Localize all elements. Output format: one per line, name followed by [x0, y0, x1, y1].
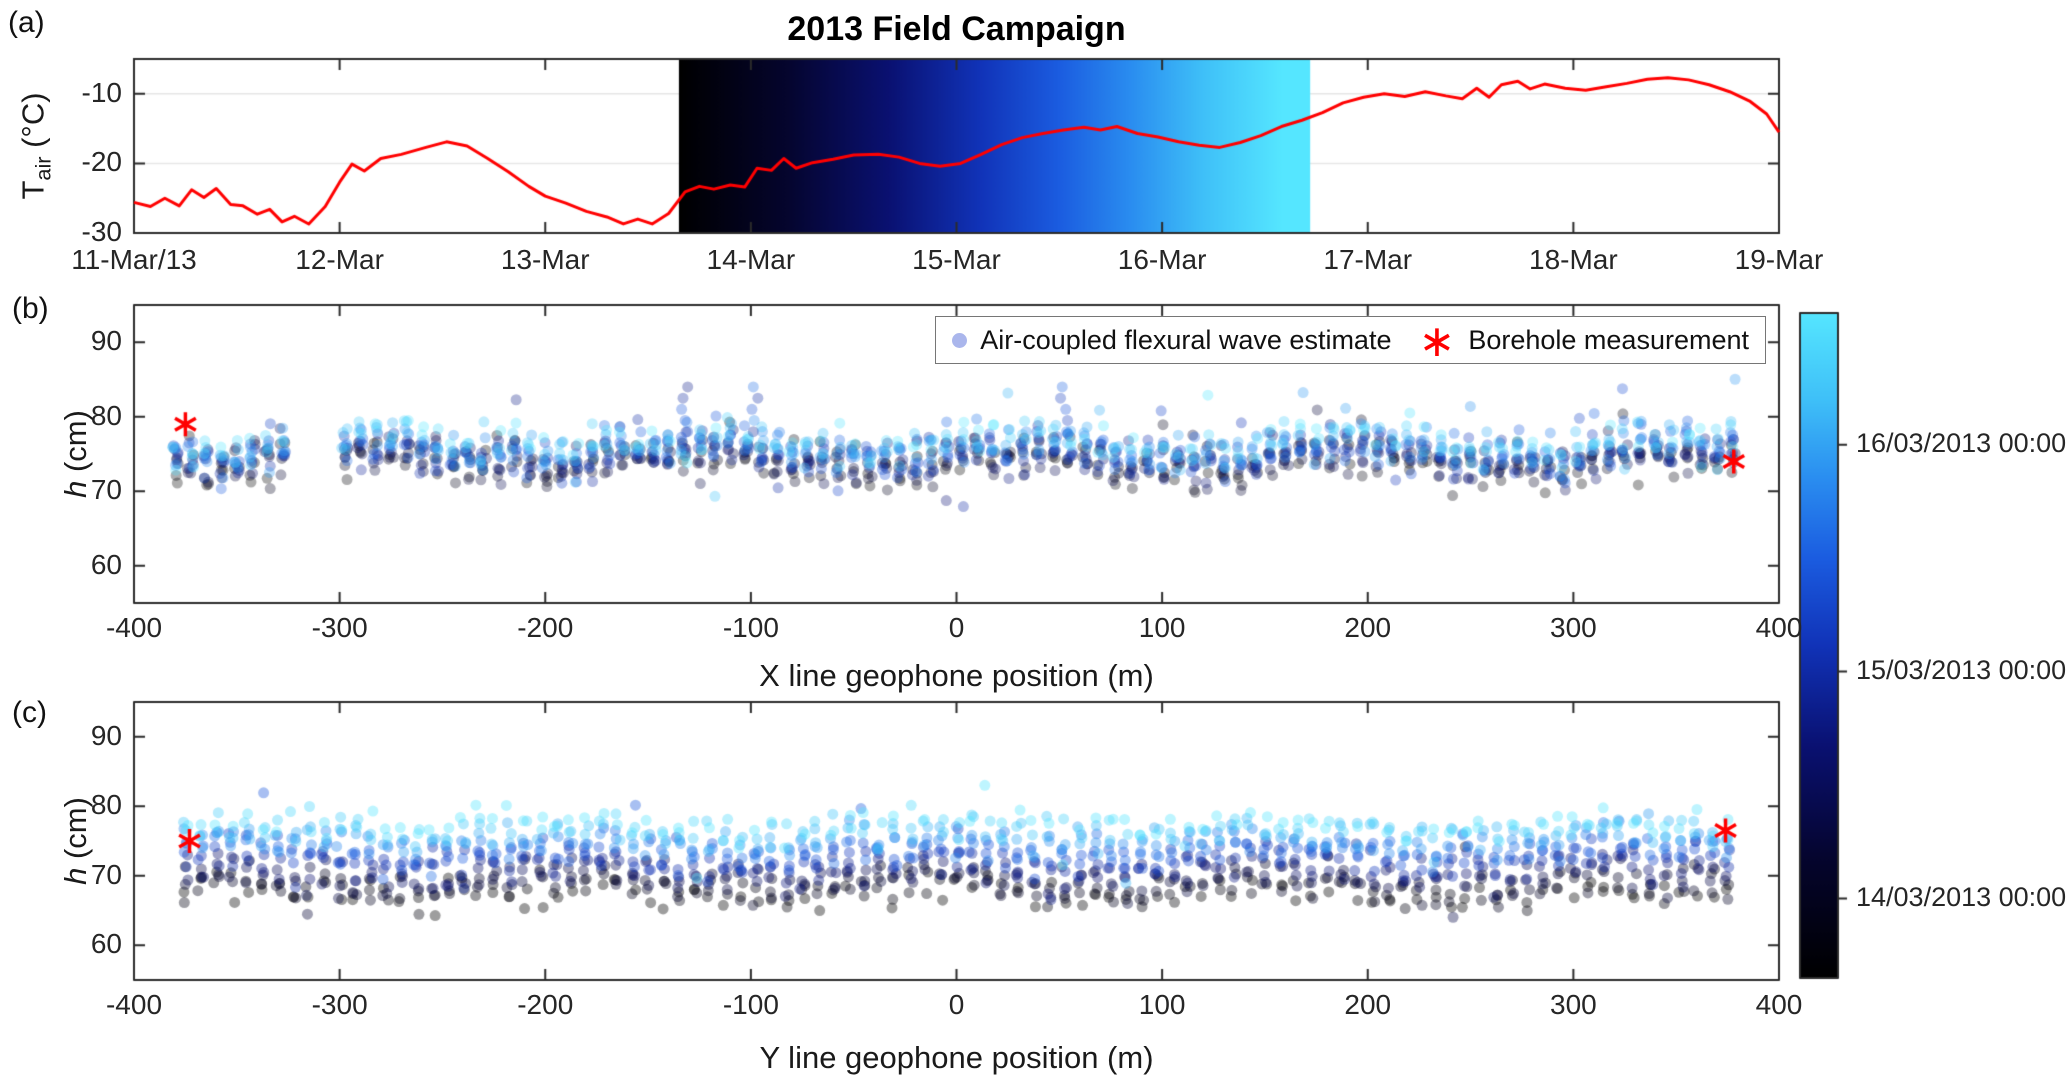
tick-label: 11-Mar/13 — [71, 244, 197, 275]
borehole-marker-icon: ∗ — [1418, 317, 1456, 366]
tick-label: 13-Mar — [500, 244, 590, 275]
legend-label-flexural-wave: Air-coupled flexural wave estimate — [980, 324, 1392, 355]
tick-label: -100 — [722, 612, 779, 643]
x-axis-label-panel-c: Y line geophone position (m) — [759, 1040, 1154, 1075]
tick-label: 0 — [948, 612, 965, 643]
tick-label: -100 — [722, 989, 779, 1020]
colorbar-label-1: 15/03/2013 00:00 — [1856, 654, 2067, 685]
tick-label: 90 — [90, 325, 122, 357]
tick-label: 17-Mar — [1323, 244, 1413, 275]
tick-label: 90 — [90, 719, 122, 751]
t-air-symbol: T — [15, 180, 51, 200]
tick-label: 200 — [1344, 612, 1392, 643]
tick-label: -400 — [105, 612, 163, 643]
tick-label: 100 — [1138, 989, 1186, 1020]
tick-label: -400 — [105, 989, 163, 1020]
legend: Air-coupled flexural wave estimate ∗ Bor… — [935, 316, 1766, 364]
tick-label: -30 — [81, 216, 122, 247]
tick-label: 60 — [90, 928, 122, 960]
tick-label: 15-Mar — [912, 244, 1001, 275]
colorbar-label-2: 14/03/2013 00:00 — [1856, 881, 2067, 912]
panel-label-a: (a) — [8, 6, 45, 39]
tick-label: -300 — [311, 989, 368, 1020]
colorbar-label-0: 16/03/2013 00:00 — [1856, 427, 2067, 458]
x-axis-label-panel-b: X line geophone position (m) — [759, 658, 1154, 693]
panel-label-b: (b) — [12, 292, 49, 325]
tick-label: -10 — [81, 76, 122, 108]
tick-label: 60 — [90, 548, 122, 580]
figure-title: 2013 Field Campaign — [787, 10, 1126, 48]
flexural-wave-marker-icon — [952, 332, 968, 348]
tick-label: 400 — [1755, 989, 1803, 1020]
legend-label-borehole: Borehole measurement — [1468, 324, 1749, 355]
tick-label: 80 — [90, 399, 122, 431]
tick-label: 19-Mar — [1734, 244, 1824, 275]
tick-label: 70 — [90, 474, 122, 506]
tick-label: 300 — [1550, 612, 1597, 643]
tick-label: 300 — [1550, 989, 1597, 1020]
tick-label: 200 — [1344, 989, 1392, 1020]
tick-label: 70 — [90, 858, 122, 890]
tick-label: 0 — [948, 989, 965, 1020]
tick-label: 400 — [1755, 612, 1803, 643]
tick-label: 100 — [1138, 612, 1186, 643]
tick-label: 12-Mar — [295, 244, 384, 275]
tick-label: -200 — [517, 989, 574, 1020]
tick-label: 80 — [90, 789, 122, 821]
panel-label-c: (c) — [12, 696, 47, 729]
tick-label: 18-Mar — [1529, 244, 1618, 275]
tick-label: -300 — [311, 612, 368, 643]
tick-label: 16-Mar — [1117, 244, 1207, 275]
tick-label: -20 — [81, 146, 122, 178]
tick-label: 14-Mar — [706, 244, 796, 275]
tick-label: -200 — [517, 612, 574, 643]
